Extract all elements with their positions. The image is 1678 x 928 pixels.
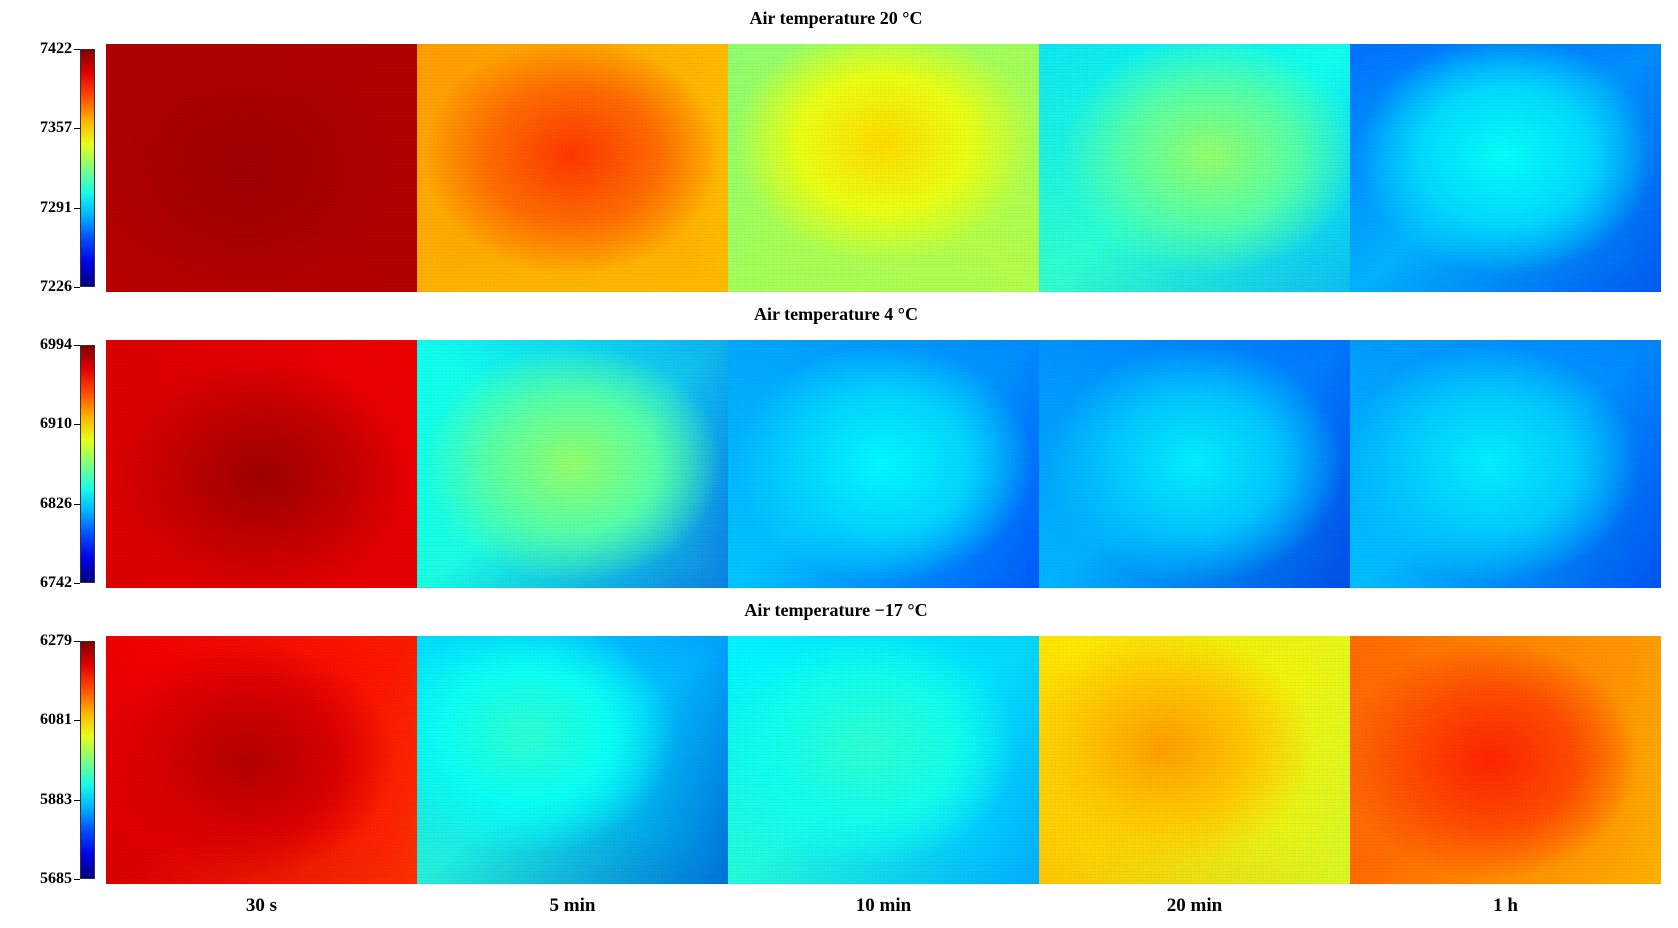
colorbar-tick-mark	[74, 583, 80, 584]
heatmap-panel-1-1	[417, 340, 728, 588]
colorbar-tick-label: 7226	[40, 278, 72, 295]
colorbar-tick-mark	[74, 879, 80, 880]
colorbar-1	[80, 345, 95, 583]
colorbar-tick-mark	[74, 799, 80, 801]
heatmap-panel-1-0	[106, 340, 417, 588]
column-label: 30 s	[245, 895, 278, 916]
colorbar-tick-mark	[74, 424, 80, 426]
colorbar-tick-mark	[74, 128, 80, 130]
colorbar-tick-label: 6910	[40, 415, 72, 433]
colorbar-2	[80, 641, 95, 879]
heatmap-panel-2-2	[728, 636, 1039, 884]
heatmap-panel-1-2	[728, 340, 1039, 588]
heatmap-panel-0-1	[417, 44, 728, 292]
colorbar-tick-label: 6826	[40, 494, 72, 512]
heatmap-panel-1-3	[1039, 340, 1350, 588]
row-title-2: Air temperature −17 °C	[744, 600, 928, 620]
colorbar-tick-mark	[74, 503, 80, 505]
heatmap-panel-2-1	[417, 636, 728, 884]
heatmap-panel-2-4	[1350, 636, 1661, 884]
colorbar-tick-mark	[74, 207, 80, 209]
heatmap-panel-0-3	[1039, 44, 1350, 292]
column-label: 10 min	[855, 895, 912, 916]
heatmap-panel-2-0	[106, 636, 417, 884]
colorbar-tick-label: 6994	[40, 336, 72, 353]
colorbar-tick-label: 5883	[40, 790, 72, 808]
colorbar-tick-label: 5685	[40, 870, 72, 887]
column-label: 1 h	[1493, 895, 1518, 916]
colorbar-0	[80, 49, 95, 287]
colorbar-tick-label: 6742	[40, 574, 72, 591]
colorbar-tick-label: 7422	[40, 40, 72, 57]
column-label: 5 min	[549, 895, 596, 916]
colorbar-tick-mark	[74, 345, 80, 346]
heatmap-panel-0-2	[728, 44, 1039, 292]
colorbar-tick-mark	[74, 287, 80, 288]
heatmap-panel-1-4	[1350, 340, 1661, 588]
row-title-0: Air temperature 20 °C	[749, 8, 923, 28]
row-title-1: Air temperature 4 °C	[754, 304, 918, 324]
colorbar-tick-label: 7291	[40, 198, 72, 216]
heatmap-panel-2-3	[1039, 636, 1350, 884]
heatmap-panel-0-0	[106, 44, 417, 292]
colorbar-tick-mark	[74, 720, 80, 722]
column-label: 20 min	[1166, 895, 1223, 916]
colorbar-tick-label: 6279	[40, 632, 72, 649]
colorbar-tick-label: 7357	[40, 119, 72, 137]
colorbar-tick-mark	[74, 49, 80, 50]
colorbar-tick-mark	[74, 641, 80, 642]
heatmap-panel-0-4	[1350, 44, 1661, 292]
colorbar-tick-label: 6081	[40, 711, 72, 729]
